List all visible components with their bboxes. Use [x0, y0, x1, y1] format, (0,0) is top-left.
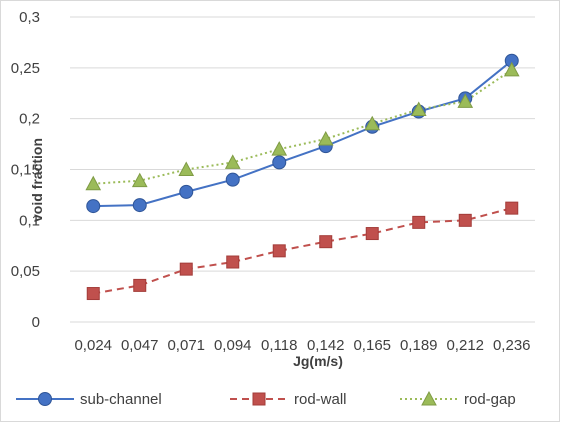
x-tick-labels: 0,024 0,047 0,071 0,094 0,118 0,142 0,165 0,189… — [74, 337, 530, 354]
legend-marker-rod-gap — [421, 390, 437, 406]
legend: sub-channel rod-wall rod-gap — [16, 390, 516, 408]
y-tick-labels: 0 0,05 0,1 0,15 0,2 0,25 0,3 — [11, 9, 40, 331]
data-point-rod-gap — [410, 101, 427, 117]
y-tick-label: 0,1 — [19, 212, 40, 229]
y-tick-label: 0 — [32, 314, 40, 331]
x-tick-label: 0,165 — [353, 337, 391, 354]
data-point-rod-wall — [133, 278, 147, 292]
y-tick-label: 0,15 — [11, 162, 40, 179]
x-tick-label: 0,189 — [400, 337, 438, 354]
x-tick-label: 0,118 — [261, 337, 297, 354]
data-point-rod-gap — [503, 61, 520, 77]
series-line-rod-wall — [93, 207, 513, 295]
data-point-rod-gap — [85, 175, 102, 191]
x-tick-label: 0,236 — [493, 337, 531, 354]
x-tick-label: 0,047 — [121, 337, 159, 354]
legend-label-rod-gap: rod-gap — [464, 391, 516, 408]
data-point-sub-channel — [86, 199, 101, 214]
data-point-rod-gap — [224, 154, 241, 169]
data-point-rod-wall — [179, 262, 193, 276]
y-tick-label: 0,05 — [11, 263, 40, 280]
x-tick-label: 0,142 — [307, 337, 345, 354]
data-point-rod-wall — [226, 255, 240, 269]
data-point-rod-wall — [458, 213, 472, 227]
data-point-rod-gap — [317, 130, 334, 146]
x-axis-title: Jg(m/s) — [293, 353, 343, 369]
x-tick-label: 0,024 — [74, 337, 112, 354]
series-lines — [93, 59, 513, 295]
data-point-rod-gap — [178, 161, 195, 176]
data-point-rod-wall — [319, 235, 333, 249]
y-tick-label: 0,25 — [11, 60, 40, 77]
data-point-sub-channel — [132, 198, 147, 213]
data-point-sub-channel — [225, 172, 240, 187]
y-tick-label: 0,2 — [19, 111, 40, 128]
data-point-rod-wall — [505, 201, 519, 215]
data-point-rod-gap — [457, 93, 474, 108]
series-markers — [85, 53, 520, 301]
series-line-sub-channel — [93, 59, 513, 208]
data-point-rod-gap — [131, 172, 148, 188]
data-point-rod-gap — [364, 115, 381, 131]
data-point-sub-channel — [272, 155, 287, 170]
data-point-rod-wall — [272, 244, 286, 258]
legend-marker-sub-channel — [38, 392, 52, 406]
data-point-sub-channel — [179, 184, 194, 199]
data-point-rod-gap — [271, 141, 288, 156]
data-point-rod-wall — [86, 287, 100, 301]
x-tick-label: 0,212 — [446, 337, 484, 354]
y-tick-label: 0,3 — [19, 9, 40, 26]
x-tick-label: 0,071 — [167, 337, 205, 354]
data-point-rod-wall — [365, 227, 379, 241]
y-axis-title: void fraction — [29, 138, 45, 222]
data-point-rod-wall — [412, 215, 426, 229]
legend-marker-rod-wall — [252, 392, 266, 406]
gridlines — [70, 16, 535, 323]
legend-label-rod-wall: rod-wall — [294, 391, 347, 408]
legend-label-sub-channel: sub-channel — [80, 391, 162, 408]
series-line-rod-gap — [93, 69, 513, 185]
x-tick-label: 0,094 — [214, 337, 252, 354]
